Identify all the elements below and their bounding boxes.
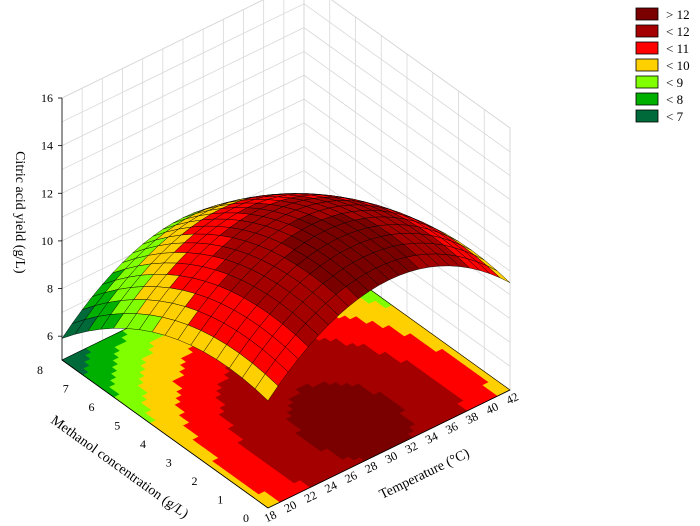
x-tick-label: 18: [262, 507, 279, 525]
legend-swatch: [635, 7, 659, 21]
y-tick-label: 4: [140, 437, 146, 451]
grid-line: [61, 27, 511, 176]
legend-label: > 12: [666, 7, 690, 22]
legend-label: < 10: [666, 58, 690, 73]
x-tick-label: 40: [484, 399, 501, 417]
legend-swatch: [635, 109, 659, 123]
x-tick-label: 36: [443, 419, 460, 437]
legend-swatch: [635, 41, 659, 55]
x-tick-label: 28: [363, 458, 380, 476]
y-tick-label: 6: [89, 400, 95, 414]
legend-swatch: [635, 24, 659, 38]
legend-swatch: [635, 92, 659, 106]
y-tick-label: 0: [243, 511, 249, 525]
z-axis-title: Citric acid yield (g/L): [12, 151, 27, 274]
z-tick-label: 16: [41, 91, 53, 105]
x-axis-line: [267, 389, 511, 509]
grid-line: [61, 3, 511, 153]
x-tick-label: 42: [504, 389, 521, 407]
y-tick-label: 3: [166, 456, 172, 470]
legend-swatch: [635, 75, 659, 89]
grid-line: [61, 0, 511, 129]
legend-label: < 8: [666, 92, 683, 107]
grid-line: [61, 74, 511, 224]
x-tick-label: 30: [383, 448, 400, 466]
grid-line: [61, 98, 511, 248]
x-tick-label: 38: [463, 409, 480, 427]
grid-line: [61, 122, 511, 272]
legend: > 12 < 12 < 11 < 10 < 9 < 8 < 7: [635, 7, 690, 124]
response-surface: [61, 193, 511, 402]
legend-label: < 9: [666, 75, 683, 90]
x-tick-label: 26: [342, 468, 359, 486]
x-tick-label: 22: [302, 488, 319, 506]
z-tick-label: 10: [41, 234, 53, 248]
z-tick-label: 14: [41, 139, 53, 153]
x-tick-label: 24: [322, 478, 339, 496]
x-tick-label: 32: [403, 439, 420, 457]
y-tick-label: 7: [63, 382, 69, 396]
y-tick-label: 8: [37, 363, 43, 377]
y-tick-label: 2: [192, 474, 198, 488]
z-tick-label: 6: [47, 329, 53, 343]
legend-swatch: [635, 58, 659, 72]
legend-label: < 11: [666, 41, 689, 56]
surface-cell: [254, 373, 279, 402]
y-tick-label: 1: [217, 493, 223, 507]
x-tick-label: 20: [282, 498, 299, 516]
grid-line: [61, 50, 511, 200]
y-tick-label: 5: [114, 419, 120, 433]
z-tick-label: 12: [41, 186, 53, 200]
legend-label: < 7: [666, 109, 684, 124]
z-tick-label: 8: [47, 282, 53, 296]
x-tick-label: 34: [423, 429, 440, 447]
y-axis-line: [61, 359, 269, 509]
legend-label: < 12: [666, 24, 690, 39]
